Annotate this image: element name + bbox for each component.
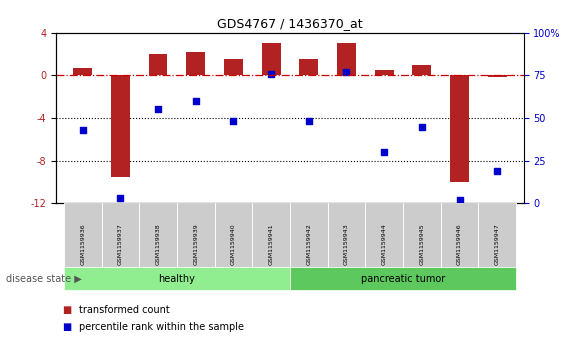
Point xyxy=(342,69,351,75)
Text: GSM1159937: GSM1159937 xyxy=(118,223,123,265)
Point xyxy=(304,118,313,124)
Text: GSM1159939: GSM1159939 xyxy=(193,223,198,265)
Bar xyxy=(111,75,130,177)
Point xyxy=(267,71,276,77)
Bar xyxy=(262,43,280,75)
Text: GSM1159946: GSM1159946 xyxy=(457,223,462,265)
Bar xyxy=(450,75,469,182)
Text: ■: ■ xyxy=(62,322,71,332)
Bar xyxy=(413,65,431,75)
Bar xyxy=(337,43,356,75)
Point xyxy=(455,197,464,203)
Bar xyxy=(300,59,318,75)
Text: healthy: healthy xyxy=(158,274,195,284)
Point xyxy=(379,149,388,155)
Bar xyxy=(73,68,92,75)
Point xyxy=(78,127,87,133)
Text: GSM1159947: GSM1159947 xyxy=(495,223,500,265)
Bar xyxy=(149,54,167,75)
Point xyxy=(154,106,163,112)
Text: pancreatic tumor: pancreatic tumor xyxy=(361,274,445,284)
Point xyxy=(116,195,125,201)
Text: percentile rank within the sample: percentile rank within the sample xyxy=(79,322,244,332)
Bar xyxy=(488,75,507,77)
Text: transformed count: transformed count xyxy=(79,305,169,315)
Text: ■: ■ xyxy=(62,305,71,315)
Point xyxy=(229,118,238,124)
Text: GSM1159944: GSM1159944 xyxy=(382,223,387,265)
Text: GSM1159941: GSM1159941 xyxy=(269,223,274,265)
Point xyxy=(191,98,200,104)
Bar xyxy=(224,59,243,75)
Text: GSM1159938: GSM1159938 xyxy=(155,223,160,265)
Title: GDS4767 / 1436370_at: GDS4767 / 1436370_at xyxy=(217,17,363,30)
Point xyxy=(417,123,426,129)
Text: disease state ▶: disease state ▶ xyxy=(6,274,82,284)
Text: GSM1159940: GSM1159940 xyxy=(231,223,236,265)
Text: GSM1159936: GSM1159936 xyxy=(80,223,85,265)
Text: GSM1159942: GSM1159942 xyxy=(306,223,311,265)
Text: GSM1159943: GSM1159943 xyxy=(344,223,349,265)
Bar xyxy=(186,52,205,75)
Text: GSM1159945: GSM1159945 xyxy=(419,223,425,265)
Point xyxy=(493,168,502,174)
Bar xyxy=(375,70,394,75)
